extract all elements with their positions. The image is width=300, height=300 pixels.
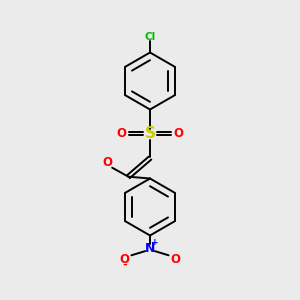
Text: O: O: [170, 253, 180, 266]
Text: -: -: [122, 260, 127, 270]
Text: O: O: [116, 127, 127, 140]
Text: O: O: [120, 253, 130, 266]
Text: S: S: [145, 126, 155, 141]
Text: N: N: [145, 242, 155, 255]
Text: +: +: [151, 238, 159, 247]
Text: Cl: Cl: [144, 32, 156, 42]
Text: O: O: [173, 127, 184, 140]
Text: O: O: [102, 156, 112, 170]
